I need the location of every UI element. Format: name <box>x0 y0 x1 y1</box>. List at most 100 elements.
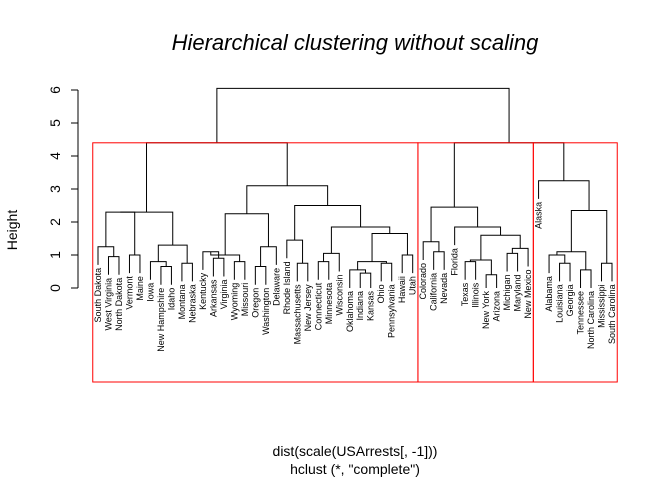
leaf-label: Maine <box>135 276 145 301</box>
dendrogram-branch <box>233 261 246 280</box>
y-tick-label: 1 <box>47 251 63 259</box>
leaf-label: Wisconsin <box>334 275 344 316</box>
y-tick-label: 4 <box>47 152 63 160</box>
leaf-label: Washington <box>261 288 271 335</box>
dendrogram-branch <box>548 254 566 274</box>
leaf-label: Arkansas <box>208 279 218 317</box>
y-tick-label: 5 <box>47 119 63 127</box>
dendrogram-branch <box>107 256 120 275</box>
cluster-boxes <box>92 142 618 383</box>
leaf-label: New York <box>481 291 491 330</box>
dendrogram-branch <box>556 251 587 270</box>
dendrogram-branch <box>349 269 366 288</box>
dendrogram-branch <box>286 239 304 264</box>
dendrogram-branch <box>359 272 372 288</box>
leaf-label: Nevada <box>439 273 449 304</box>
dendrogram-branch <box>480 234 521 260</box>
leaf-label: Florida <box>450 248 460 276</box>
leaf-label: Arizona <box>492 291 502 322</box>
dendrogram-branch <box>224 213 269 255</box>
dendrogram-branch <box>128 254 141 274</box>
y-tick-label: 3 <box>47 185 63 193</box>
dendrogram-branch <box>160 266 172 285</box>
y-tick-label: 6 <box>47 86 63 94</box>
leaf-label: Ohio <box>376 284 386 303</box>
leaf-label: South Carolina <box>607 284 617 344</box>
leaf-label: Alaska <box>534 202 544 229</box>
dendrogram-branch <box>216 87 510 143</box>
dendrogram-branch <box>146 142 288 213</box>
y-axis-label: Height <box>4 210 20 251</box>
leaf-label: New Hampshire <box>156 288 166 352</box>
dendrogram-branch <box>506 252 519 272</box>
leaf-label: Montana <box>177 284 187 319</box>
dendrogram-branch <box>212 257 225 277</box>
dendrogram-branch <box>105 211 136 255</box>
dendrogram-tree <box>97 87 613 288</box>
dendrogram-branch <box>464 261 477 280</box>
leaf-label: Wyoming <box>229 283 239 320</box>
dendrogram-branch <box>323 252 340 272</box>
leaf-label: Tennessee <box>576 291 586 335</box>
dendrogram-branch <box>296 262 309 282</box>
y-tick-label: 0 <box>47 284 63 292</box>
dendrogram-branch <box>538 180 590 211</box>
cluster-box <box>92 142 419 383</box>
dendrogram-branch <box>453 142 565 208</box>
y-tick-label: 2 <box>47 218 63 226</box>
leaf-label: Vermont <box>124 276 134 310</box>
dendrogram-branch <box>454 226 502 246</box>
leaf-label: Michigan <box>502 275 512 311</box>
chart-title: Hierarchical clustering without scaling <box>172 30 540 55</box>
leaf-labels: South Dakota West Virginia North Dakota Ver… <box>93 202 617 352</box>
leaf-label: Connecticut <box>313 282 323 330</box>
x-axis-label-line2: hclust (*, "complete") <box>290 461 420 477</box>
leaf-label: Georgia <box>565 284 575 316</box>
dendrogram-branch <box>330 226 391 254</box>
leaf-label: Massachusetts <box>292 284 302 345</box>
leaf-label: Colorado <box>418 263 428 300</box>
leaf-label: Maryland <box>513 275 523 312</box>
leaf-label: Minnesota <box>324 283 334 325</box>
leaf-label: Oklahoma <box>345 291 355 332</box>
leaf-label: New Jersey <box>303 284 313 332</box>
leaf-label: Rhode Island <box>282 261 292 314</box>
dendrogram-branch <box>97 246 115 265</box>
dendrogram-branch <box>317 261 330 280</box>
dendrogram-branch <box>254 266 267 285</box>
dendrogram-branch <box>260 246 277 267</box>
dendrogram-branch <box>157 244 188 264</box>
dendrogram-branch <box>559 262 571 282</box>
leaf-label: California <box>429 273 439 311</box>
leaf-label: Mississippi <box>597 284 607 328</box>
leaf-label: Kentucky <box>198 272 208 310</box>
leaf-label: North Carolina <box>586 291 596 349</box>
leaf-label: South Dakota <box>93 268 103 323</box>
dendrogram-branch <box>246 185 329 214</box>
leaf-label: Idaho <box>166 288 176 311</box>
leaf-label: Iowa <box>145 283 155 302</box>
leaf-label: Delaware <box>271 268 281 306</box>
dendrogram-branch <box>485 274 498 288</box>
dendrogram-branch <box>380 262 393 282</box>
dendrogram-branch <box>120 211 174 246</box>
leaf-label: Indiana <box>355 291 365 321</box>
leaf-label: Pennsylvania <box>387 284 397 338</box>
y-axis: 0 1 2 3 4 5 6 <box>47 86 79 292</box>
dendrogram-branch <box>294 205 362 241</box>
dendrogram-branch <box>401 254 414 274</box>
dendrogram-branch <box>469 259 492 275</box>
leaf-label: North Dakota <box>114 278 124 331</box>
leaf-label: Alabama <box>544 276 554 312</box>
leaf-label: Louisiana <box>555 284 565 323</box>
leaf-label: Oregon <box>250 288 260 318</box>
leaf-label: New Mexico <box>523 270 533 319</box>
dendrogram-branch <box>149 261 167 280</box>
leaf-label: Hawaii <box>397 276 407 303</box>
leaf-label: Missouri <box>240 283 250 317</box>
dendrogram-branch <box>570 209 608 264</box>
dendrogram-branch <box>601 262 613 282</box>
leaf-label: Nebraska <box>187 284 197 323</box>
leaf-label: Texas <box>460 282 470 306</box>
